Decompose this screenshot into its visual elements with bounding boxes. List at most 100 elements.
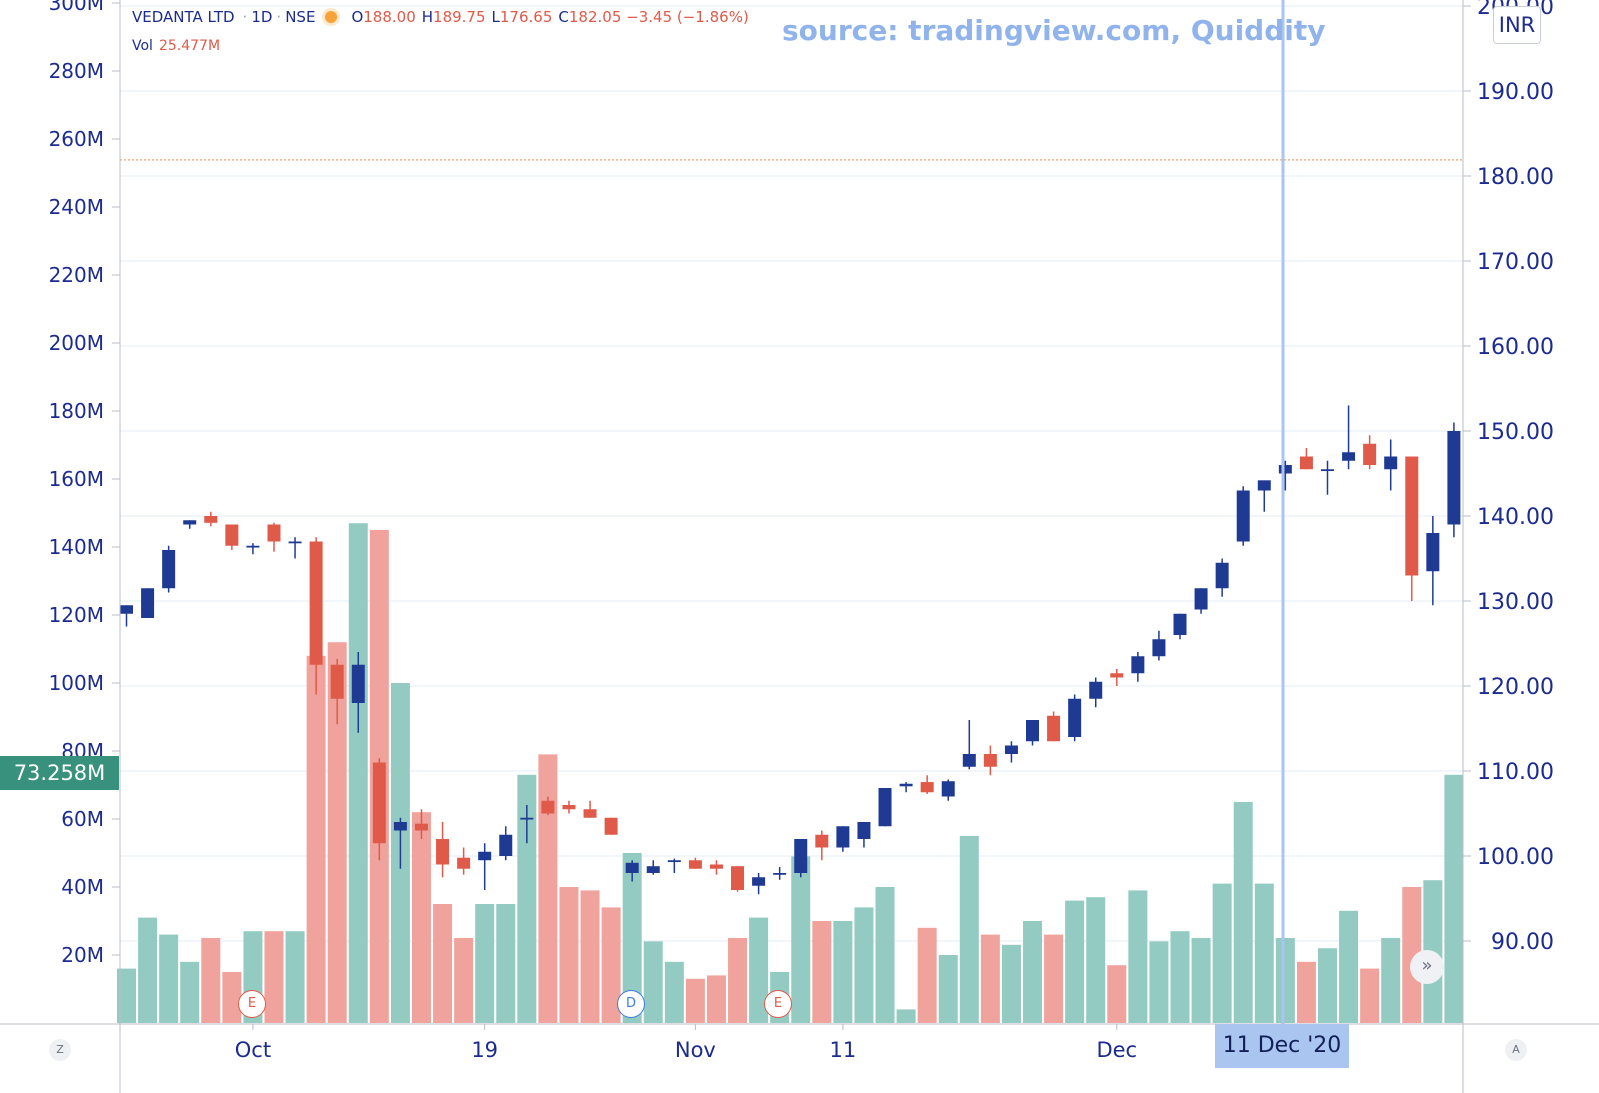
candle-body (351, 664, 365, 703)
legend-separator: · (242, 8, 248, 26)
candle-body (541, 800, 555, 814)
volume-bar (475, 904, 495, 1023)
candle-body (457, 857, 471, 869)
volume-bar (517, 774, 537, 1023)
price-tick-label: 180.00 (1477, 165, 1554, 190)
high-key: H (421, 8, 434, 26)
earnings-event-icon[interactable]: E (238, 990, 266, 1018)
candle-body (1405, 456, 1419, 576)
earnings-event-icon[interactable]: E (764, 990, 792, 1018)
volume-bar (496, 904, 516, 1023)
volume-bar (601, 907, 621, 1023)
volume-bars (117, 523, 1464, 1023)
volume-bar (1444, 774, 1464, 1023)
candle-body (1236, 490, 1250, 542)
candle-body (878, 788, 892, 827)
volume-bar (728, 938, 748, 1023)
volume-bar (201, 938, 221, 1023)
candle-body (1131, 656, 1145, 674)
time-tick-label: Oct (235, 1038, 271, 1062)
volume-tick-label: 160M (49, 467, 104, 491)
candle-body (288, 541, 302, 544)
volume-bar (433, 904, 453, 1023)
price-tick-label: 150.00 (1477, 420, 1554, 445)
volume-tick-label: 140M (49, 535, 104, 559)
volume-bar (854, 907, 874, 1023)
candle-body (604, 817, 618, 835)
scroll-to-realtime-button[interactable]: » (1410, 950, 1444, 984)
candle-body (794, 839, 808, 873)
volume-bar (1339, 910, 1359, 1023)
candle-body (962, 754, 976, 767)
candle-body (583, 809, 597, 818)
candle-body (983, 754, 997, 767)
candle-body (1152, 639, 1166, 657)
legend-separator: · (276, 8, 282, 26)
volume-bar (1233, 802, 1253, 1023)
candle-body (857, 822, 871, 839)
time-tick-label: 11 (830, 1038, 857, 1062)
zoom-corner-button[interactable]: Z (49, 1039, 71, 1061)
source-note: source: tradingview.com, Quiddity (782, 14, 1326, 47)
market-status-icon[interactable] (325, 11, 338, 23)
close-value: 182.05 (568, 8, 622, 26)
auto-scale-button[interactable]: A (1505, 1039, 1527, 1061)
candle-body (204, 516, 218, 523)
volume-bar (1001, 944, 1021, 1023)
price-tick-label: 190.00 (1477, 80, 1554, 105)
volume-tick-label: 40M (61, 875, 104, 899)
candlesticks (120, 405, 1461, 895)
volume-bar (348, 523, 368, 1023)
volume-bar (285, 931, 305, 1023)
volume-bar (622, 853, 642, 1023)
volume-axis[interactable]: 20M40M60M80M100M120M140M160M180M200M220M… (49, 0, 120, 967)
dividend-event-icon[interactable]: D (617, 990, 645, 1018)
volume-bar (959, 836, 979, 1023)
volume-tick-label: 220M (49, 263, 104, 287)
time-tick-label: Dec (1096, 1038, 1137, 1062)
currency-button[interactable]: INR (1493, 6, 1541, 44)
candle-body (899, 783, 913, 787)
volume-bar (1381, 938, 1401, 1023)
candle-body (709, 864, 723, 869)
volume-key: Vol (132, 38, 153, 54)
symbol-name[interactable]: VEDANTA LTD (132, 8, 235, 26)
open-key: O (351, 8, 364, 26)
candle-body (1384, 456, 1398, 470)
candle-body (815, 834, 829, 848)
candle-body (393, 822, 407, 831)
candle-body (1257, 480, 1271, 491)
volume-tick-label: 300M (49, 0, 104, 15)
candle-body (752, 877, 766, 886)
time-axis[interactable]: Oct19Nov11Dec14 (235, 1024, 1341, 1062)
exchange-label: NSE (285, 8, 316, 26)
price-tick-label: 160.00 (1477, 335, 1554, 360)
price-axis[interactable]: 90.00 100.00 110.00 120.00 130.00 140.00 150.0… (1463, 0, 1554, 955)
volume-bar (1149, 941, 1169, 1023)
open-value: 188.00 (363, 8, 416, 26)
volume-bar (643, 941, 663, 1023)
volume-bar (685, 978, 705, 1023)
candle-body (225, 524, 239, 546)
candle-body (562, 805, 576, 810)
volume-bar (1317, 948, 1337, 1023)
candle-body (1173, 613, 1187, 635)
volume-bar (454, 938, 474, 1023)
candle-body (1047, 715, 1061, 742)
volume-bar (1191, 938, 1211, 1023)
candle-body (414, 823, 428, 831)
candle-body (1089, 681, 1103, 699)
candle-body (1363, 443, 1377, 465)
low-value: 176.65 (499, 8, 553, 26)
candle-body (141, 588, 155, 618)
candle-body (688, 860, 702, 869)
volume-bar (812, 921, 832, 1023)
candle-body (646, 866, 660, 873)
candle-body (941, 781, 955, 797)
candle-body (1299, 456, 1313, 470)
candle-body (162, 550, 176, 589)
volume-bar (264, 931, 284, 1023)
interval-label[interactable]: 1D (251, 8, 273, 26)
volume-bar (1402, 887, 1422, 1023)
